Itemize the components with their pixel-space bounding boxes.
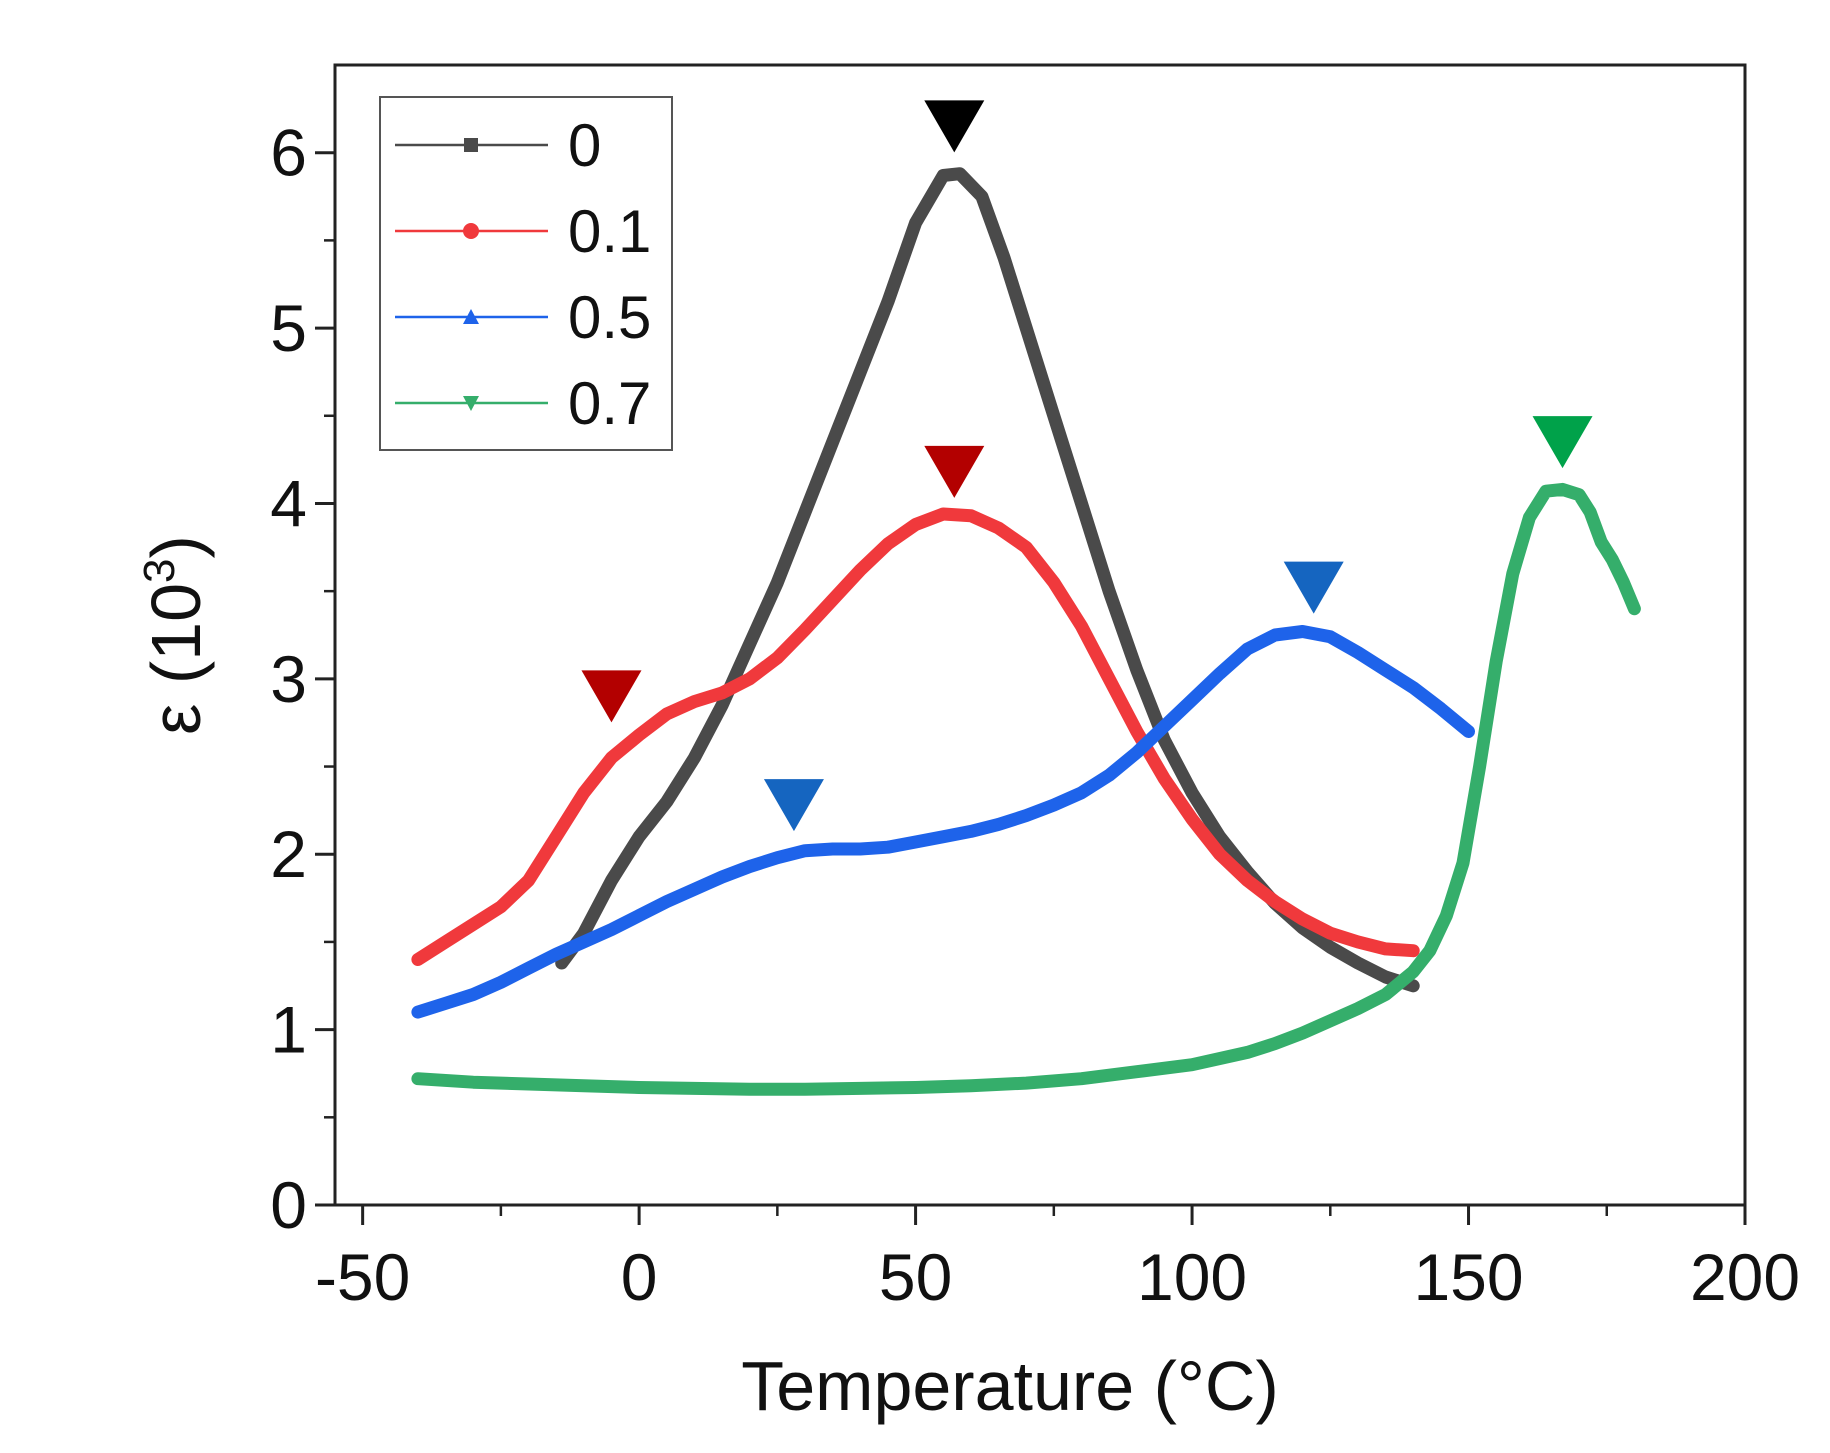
legend-box — [379, 96, 673, 451]
x-tick-label: 50 — [879, 1240, 952, 1314]
legend-marker-square — [464, 138, 478, 152]
peak-marker-0 — [924, 100, 985, 153]
y-axis-title-superscript: 3 — [135, 559, 184, 583]
legend-marker-triangle-up — [463, 309, 479, 324]
x-tick-label: 150 — [1413, 1240, 1523, 1314]
series-line-0.5 — [411, 625, 1475, 1019]
legend: 0 0.1 0.5 0.7 — [379, 96, 673, 451]
peak-marker-0.5 — [1283, 561, 1344, 614]
series-layer — [411, 167, 1641, 1096]
x-tick-label: 0 — [621, 1240, 658, 1314]
peak-markers — [581, 100, 1593, 832]
x-tick-label: 100 — [1137, 1240, 1247, 1314]
y-axis-title-main: ε (10 — [137, 583, 215, 735]
y-tick-label: 2 — [270, 817, 307, 891]
peak-marker-0.1 — [581, 670, 642, 723]
legend-label: 0.7 — [568, 370, 651, 437]
legend-label: 0.5 — [568, 284, 651, 351]
y-tick-label: 3 — [270, 642, 307, 716]
y-axis-title: ε (103) — [135, 535, 215, 735]
series-line-0 — [555, 167, 1420, 993]
peak-marker-0.1 — [924, 445, 985, 498]
y-tick-label: 5 — [270, 291, 307, 365]
series-line-0.1 — [411, 507, 1420, 966]
legend-marker-triangle-down — [463, 396, 479, 411]
x-axis-title: Temperature (°C) — [741, 1347, 1279, 1425]
x-axis: -50 0 50 100 150 200 — [315, 1205, 1800, 1314]
peak-marker-0.7 — [1532, 416, 1593, 469]
series-line-0.7 — [411, 482, 1641, 1096]
y-tick-label: 1 — [270, 993, 307, 1067]
peak-marker-0.5 — [763, 779, 824, 832]
x-tick-label: -50 — [315, 1240, 410, 1314]
y-tick-label: 4 — [270, 466, 307, 540]
legend-label: 0 — [568, 112, 601, 179]
x-tick-label: 200 — [1690, 1240, 1800, 1314]
y-axis-title-close: ) — [137, 535, 215, 558]
legend-marker-circle — [463, 223, 479, 239]
plot-frame — [333, 63, 1747, 1207]
y-tick-label: 0 — [270, 1168, 307, 1242]
legend-label: 0.1 — [568, 198, 651, 265]
y-axis: 0 1 2 3 4 5 6 — [270, 116, 335, 1242]
y-tick-label: 6 — [270, 116, 307, 190]
